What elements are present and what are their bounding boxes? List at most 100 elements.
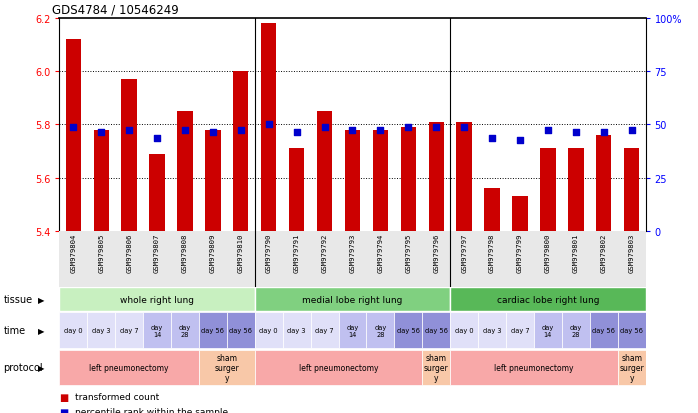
Point <box>319 124 330 131</box>
Text: sham
surger
y: sham surger y <box>619 353 644 382</box>
FancyBboxPatch shape <box>171 313 199 348</box>
Text: GSM979796: GSM979796 <box>433 233 439 272</box>
Text: day 3: day 3 <box>288 328 306 333</box>
Bar <box>121 80 137 231</box>
Text: day
28: day 28 <box>374 324 387 337</box>
Text: GSM979793: GSM979793 <box>350 233 355 272</box>
Point <box>626 127 637 133</box>
Text: day 0: day 0 <box>64 328 82 333</box>
Bar <box>401 128 416 231</box>
Point <box>96 130 107 136</box>
FancyBboxPatch shape <box>339 313 366 348</box>
Text: GDS4784 / 10546249: GDS4784 / 10546249 <box>52 4 179 17</box>
FancyBboxPatch shape <box>87 313 115 348</box>
Bar <box>456 122 472 231</box>
Text: GSM979791: GSM979791 <box>294 233 299 272</box>
Bar <box>317 112 332 231</box>
Text: GSM979803: GSM979803 <box>629 233 634 272</box>
Text: left pneumonectomy: left pneumonectomy <box>494 363 574 372</box>
Bar <box>624 149 639 231</box>
Text: GSM979798: GSM979798 <box>489 233 495 272</box>
Text: medial lobe right lung: medial lobe right lung <box>302 295 403 304</box>
FancyBboxPatch shape <box>255 313 283 348</box>
Text: day
14: day 14 <box>542 324 554 337</box>
Text: GSM979799: GSM979799 <box>517 233 523 272</box>
Text: percentile rank within the sample: percentile rank within the sample <box>75 407 228 413</box>
FancyBboxPatch shape <box>227 313 255 348</box>
Text: ■: ■ <box>59 392 68 402</box>
Point <box>403 124 414 131</box>
Point <box>68 124 79 131</box>
Point <box>459 124 470 131</box>
Text: day
28: day 28 <box>179 324 191 337</box>
Text: GSM979805: GSM979805 <box>98 233 104 272</box>
Point <box>235 127 246 133</box>
Text: whole right lung: whole right lung <box>120 295 194 304</box>
FancyBboxPatch shape <box>143 313 171 348</box>
Bar <box>177 112 193 231</box>
Text: protocol: protocol <box>3 363 43 373</box>
Text: GSM979792: GSM979792 <box>322 233 327 272</box>
Bar <box>568 149 584 231</box>
Text: GSM979808: GSM979808 <box>182 233 188 272</box>
FancyBboxPatch shape <box>506 313 534 348</box>
Text: GSM979806: GSM979806 <box>126 233 132 272</box>
Text: cardiac lobe right lung: cardiac lobe right lung <box>497 295 599 304</box>
FancyBboxPatch shape <box>59 231 646 287</box>
Text: GSM979804: GSM979804 <box>70 233 76 272</box>
Bar <box>373 130 388 231</box>
FancyBboxPatch shape <box>422 313 450 348</box>
Bar <box>261 24 276 231</box>
Text: day 56: day 56 <box>397 328 419 333</box>
Text: GSM979802: GSM979802 <box>601 233 607 272</box>
FancyBboxPatch shape <box>311 313 339 348</box>
Point <box>570 130 581 136</box>
Text: day 7: day 7 <box>315 328 334 333</box>
Text: sham
surger
y: sham surger y <box>424 353 449 382</box>
Point <box>375 127 386 133</box>
FancyBboxPatch shape <box>422 350 450 385</box>
Text: sham
surger
y: sham surger y <box>214 353 239 382</box>
FancyBboxPatch shape <box>255 287 450 311</box>
FancyBboxPatch shape <box>255 350 422 385</box>
Text: day
28: day 28 <box>570 324 582 337</box>
Text: day 56: day 56 <box>425 328 447 333</box>
Text: GSM979800: GSM979800 <box>545 233 551 272</box>
Bar <box>484 189 500 231</box>
Bar <box>596 135 611 231</box>
Point <box>431 124 442 131</box>
Text: ▶: ▶ <box>38 363 45 372</box>
Text: GSM979794: GSM979794 <box>378 233 383 272</box>
Point <box>179 127 191 133</box>
Point <box>291 130 302 136</box>
FancyBboxPatch shape <box>450 350 618 385</box>
Text: GSM979790: GSM979790 <box>266 233 272 272</box>
FancyBboxPatch shape <box>394 313 422 348</box>
Bar <box>345 130 360 231</box>
Point <box>263 122 274 128</box>
FancyBboxPatch shape <box>59 350 199 385</box>
Text: ▶: ▶ <box>38 326 45 335</box>
Text: day 7: day 7 <box>511 328 529 333</box>
Bar <box>540 149 556 231</box>
Point <box>514 138 526 144</box>
FancyBboxPatch shape <box>199 350 255 385</box>
Text: ■: ■ <box>59 407 68 413</box>
Text: time: time <box>3 325 26 335</box>
FancyBboxPatch shape <box>283 313 311 348</box>
Bar <box>205 130 221 231</box>
FancyBboxPatch shape <box>450 287 646 311</box>
Text: GSM979807: GSM979807 <box>154 233 160 272</box>
Text: GSM979795: GSM979795 <box>406 233 411 272</box>
Text: ▶: ▶ <box>38 295 45 304</box>
Point <box>487 135 498 142</box>
FancyBboxPatch shape <box>562 313 590 348</box>
FancyBboxPatch shape <box>478 313 506 348</box>
Text: GSM979809: GSM979809 <box>210 233 216 272</box>
Bar <box>94 130 109 231</box>
FancyBboxPatch shape <box>59 313 87 348</box>
Text: day 3: day 3 <box>92 328 110 333</box>
Text: day 0: day 0 <box>455 328 473 333</box>
FancyBboxPatch shape <box>618 313 646 348</box>
Text: GSM979801: GSM979801 <box>573 233 579 272</box>
